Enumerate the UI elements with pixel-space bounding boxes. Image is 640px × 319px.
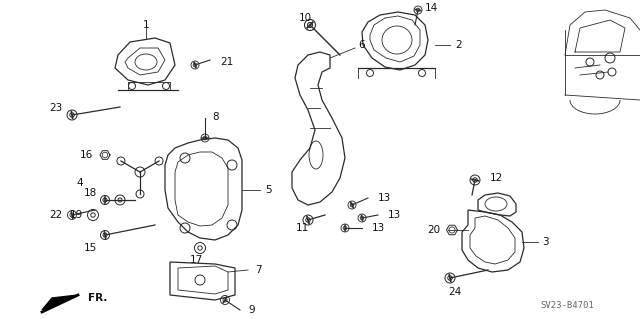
Text: 23: 23 (50, 103, 63, 113)
Text: 2: 2 (455, 40, 461, 50)
Text: 19: 19 (70, 210, 83, 220)
Text: 8: 8 (212, 112, 219, 122)
Polygon shape (42, 295, 78, 310)
Text: 6: 6 (358, 40, 365, 50)
Text: 16: 16 (80, 150, 93, 160)
Text: 3: 3 (542, 237, 548, 247)
Text: 22: 22 (49, 210, 62, 220)
Text: 20: 20 (427, 225, 440, 235)
Text: 17: 17 (189, 255, 203, 265)
Text: 4: 4 (76, 178, 83, 188)
Text: 9: 9 (248, 305, 255, 315)
Text: 13: 13 (388, 210, 401, 220)
Text: 11: 11 (296, 223, 308, 233)
Text: 24: 24 (449, 287, 461, 297)
Text: 15: 15 (84, 243, 97, 253)
Text: FR.: FR. (88, 293, 108, 303)
Text: 14: 14 (425, 3, 438, 13)
Text: SV23-B4701: SV23-B4701 (540, 300, 594, 309)
Text: 12: 12 (490, 173, 503, 183)
Text: 13: 13 (378, 193, 391, 203)
Text: 10: 10 (298, 13, 312, 23)
Text: 18: 18 (84, 188, 97, 198)
Text: 1: 1 (143, 20, 149, 30)
Text: 7: 7 (255, 265, 262, 275)
Text: 5: 5 (265, 185, 271, 195)
Text: 13: 13 (372, 223, 385, 233)
Text: 21: 21 (220, 57, 233, 67)
